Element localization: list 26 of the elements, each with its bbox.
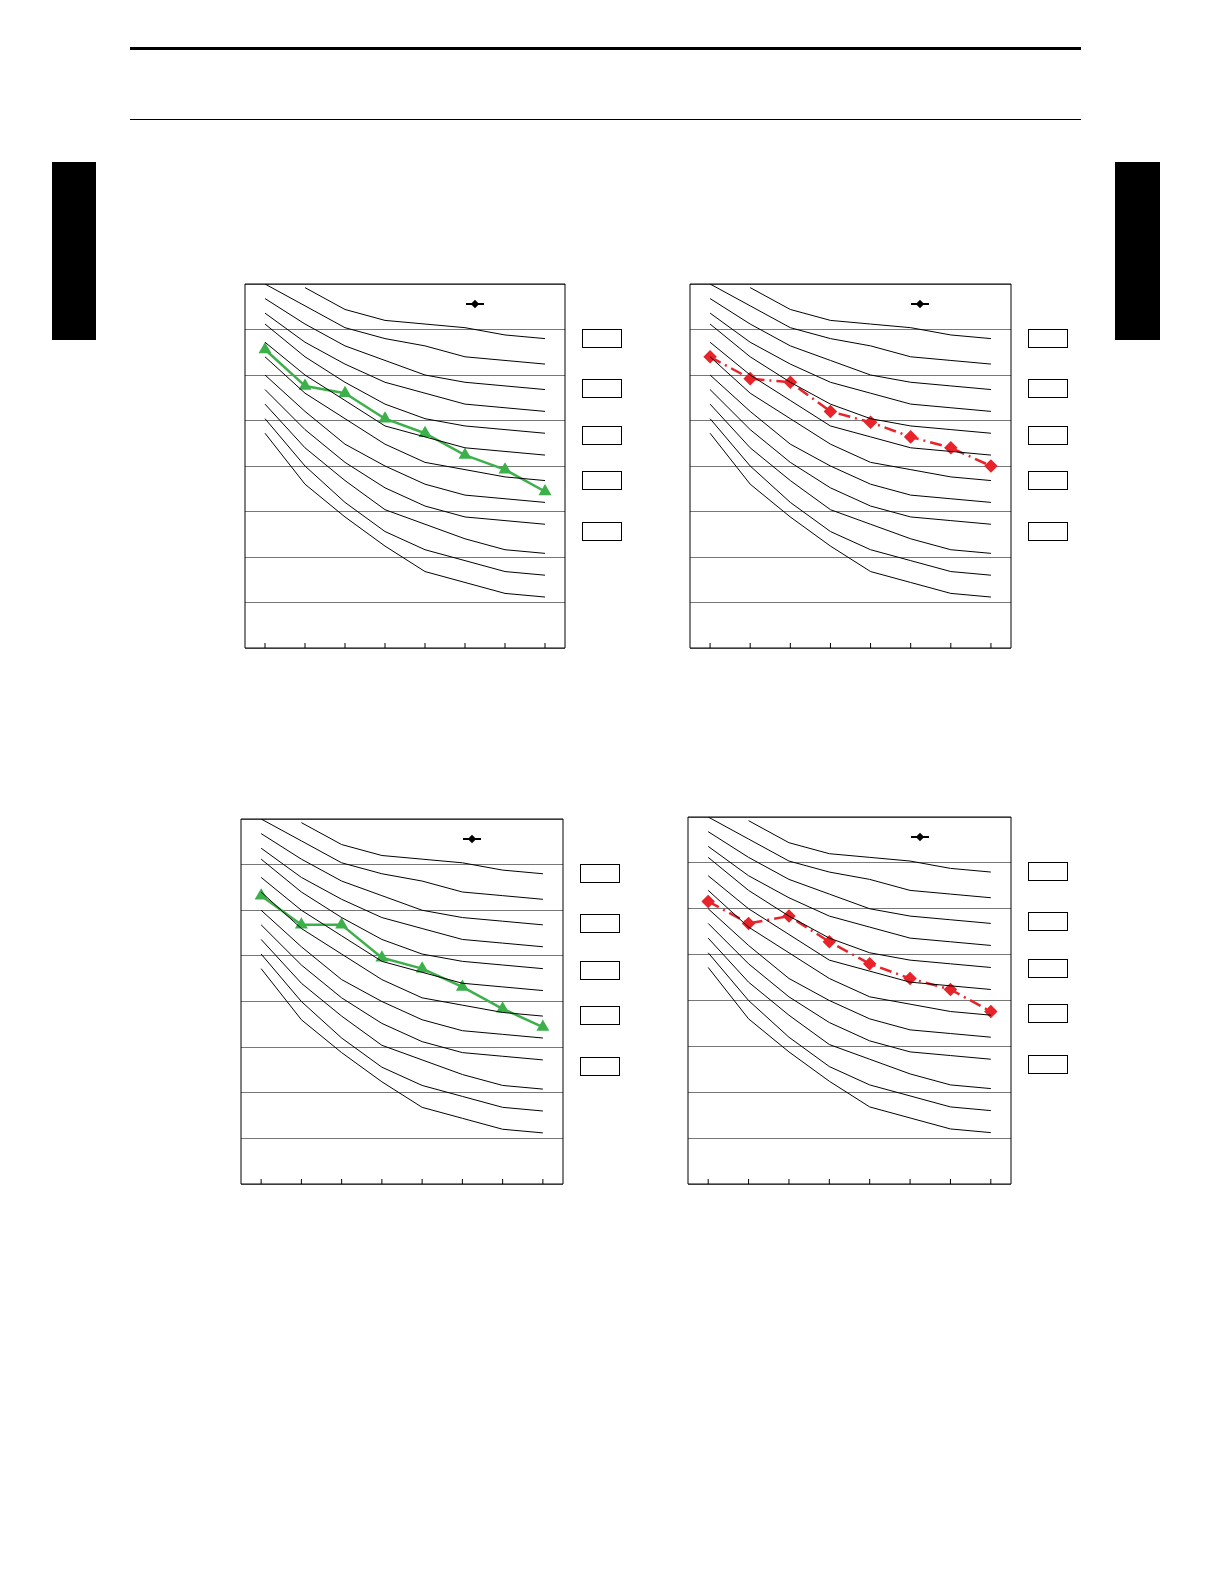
point [703, 350, 717, 364]
point [904, 430, 917, 444]
point [497, 1002, 509, 1013]
point [984, 1005, 998, 1018]
point [379, 412, 391, 423]
point [824, 405, 837, 418]
point [864, 416, 877, 429]
point [459, 448, 471, 459]
point [701, 895, 715, 908]
point [743, 372, 757, 385]
point [537, 1020, 549, 1031]
point [299, 379, 311, 390]
point [863, 957, 876, 971]
point [419, 426, 431, 437]
point [944, 441, 958, 455]
point [416, 962, 428, 973]
point [984, 459, 998, 473]
point [903, 972, 917, 985]
point [259, 343, 271, 354]
point [944, 983, 957, 996]
point [539, 485, 551, 496]
point [336, 918, 348, 929]
point [456, 980, 468, 991]
point [499, 463, 511, 474]
point [823, 935, 836, 949]
point [339, 386, 351, 397]
